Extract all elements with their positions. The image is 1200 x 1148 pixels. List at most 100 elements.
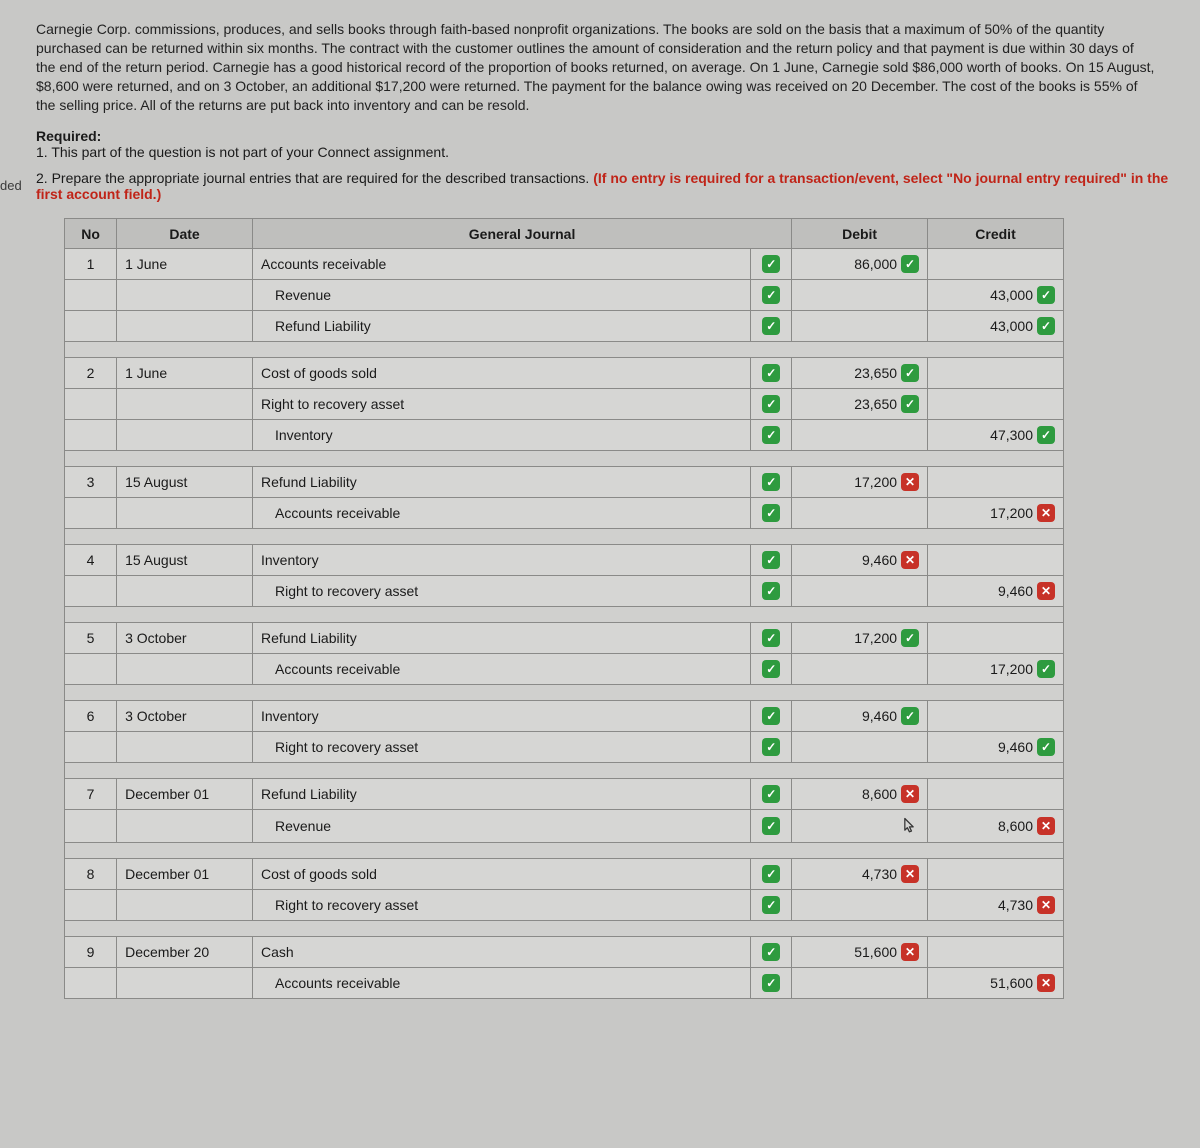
debit-cell[interactable]: 23,650✓ (792, 389, 928, 420)
credit-cell[interactable] (928, 467, 1064, 498)
required-title: Required: (36, 128, 1176, 144)
credit-cell[interactable]: 51,600✕ (928, 968, 1064, 999)
required-line-2: 2. Prepare the appropriate journal entri… (36, 170, 1176, 202)
debit-cell[interactable] (792, 654, 928, 685)
account-cell[interactable]: Inventory (253, 420, 751, 451)
debit-cell[interactable]: 17,200✕ (792, 467, 928, 498)
journal-row: Right to recovery asset✓23,650✓ (65, 389, 1064, 420)
check-icon: ✓ (762, 865, 780, 883)
entry-no (65, 280, 117, 311)
spacer-row (65, 342, 1064, 358)
header-date: Date (117, 219, 253, 249)
debit-cell[interactable] (792, 420, 928, 451)
check-icon: ✓ (762, 364, 780, 382)
debit-cell[interactable]: 17,200✓ (792, 623, 928, 654)
entry-no (65, 890, 117, 921)
account-cell[interactable]: Accounts receivable (253, 498, 751, 529)
account-check: ✓ (751, 389, 792, 420)
debit-cell[interactable] (792, 280, 928, 311)
debit-cell[interactable]: 8,600✕ (792, 779, 928, 810)
credit-cell[interactable]: 4,730✕ (928, 890, 1064, 921)
entry-date (117, 389, 253, 420)
journal-row: 63 OctoberInventory✓9,460✓ (65, 701, 1064, 732)
account-cell[interactable]: Refund Liability (253, 779, 751, 810)
account-cell[interactable]: Cash (253, 937, 751, 968)
entry-no: 7 (65, 779, 117, 810)
credit-cell[interactable] (928, 623, 1064, 654)
credit-amount: 17,200 (990, 661, 1033, 677)
entry-no: 3 (65, 467, 117, 498)
account-cell[interactable]: Inventory (253, 701, 751, 732)
credit-cell[interactable]: 47,300✓ (928, 420, 1064, 451)
credit-cell[interactable]: 9,460✕ (928, 576, 1064, 607)
incorrect-icon: ✕ (901, 943, 919, 961)
account-cell[interactable]: Right to recovery asset (253, 732, 751, 763)
credit-cell[interactable]: 17,200✓ (928, 654, 1064, 685)
credit-amount: 9,460 (998, 583, 1033, 599)
check-icon: ✓ (762, 629, 780, 647)
credit-cell[interactable]: 43,000✓ (928, 311, 1064, 342)
debit-cell[interactable] (792, 311, 928, 342)
debit-cell[interactable] (792, 890, 928, 921)
journal-row: Right to recovery asset ✓9,460✓ (65, 732, 1064, 763)
debit-cell[interactable]: 4,730✕ (792, 859, 928, 890)
general-journal-table: No Date General Journal Debit Credit 11 … (64, 218, 1064, 999)
credit-cell[interactable]: 8,600✕ (928, 810, 1064, 843)
account-cell[interactable]: Refund Liability (253, 467, 751, 498)
debit-cell[interactable] (792, 968, 928, 999)
debit-cell[interactable] (792, 498, 928, 529)
entry-no (65, 810, 117, 843)
entry-date (117, 576, 253, 607)
credit-cell[interactable]: 17,200✕ (928, 498, 1064, 529)
debit-amount: 9,460 (862, 552, 897, 568)
incorrect-icon: ✕ (901, 785, 919, 803)
debit-cell[interactable] (792, 810, 928, 843)
credit-amount: 51,600 (990, 975, 1033, 991)
credit-cell[interactable] (928, 859, 1064, 890)
account-cell[interactable]: Accounts receivable (253, 968, 751, 999)
account-cell[interactable]: Refund Liability (253, 623, 751, 654)
credit-cell[interactable]: 9,460✓ (928, 732, 1064, 763)
account-cell[interactable]: Revenue (253, 280, 751, 311)
debit-cell[interactable]: 86,000✓ (792, 249, 928, 280)
credit-cell[interactable] (928, 701, 1064, 732)
debit-cell[interactable]: 9,460✓ (792, 701, 928, 732)
credit-cell[interactable] (928, 545, 1064, 576)
credit-cell[interactable] (928, 389, 1064, 420)
credit-cell[interactable] (928, 249, 1064, 280)
account-cell[interactable]: Right to recovery asset (253, 890, 751, 921)
entry-date: 15 August (117, 467, 253, 498)
journal-row: 415 AugustInventory✓9,460✕ (65, 545, 1064, 576)
debit-cell[interactable]: 51,600✕ (792, 937, 928, 968)
account-cell[interactable]: Accounts receivable (253, 654, 751, 685)
account-cell[interactable]: Right to recovery asset (253, 576, 751, 607)
journal-row: Accounts receivable✓51,600✕ (65, 968, 1064, 999)
entry-no (65, 576, 117, 607)
entry-date (117, 311, 253, 342)
debit-cell[interactable] (792, 732, 928, 763)
entry-date (117, 890, 253, 921)
account-cell[interactable]: Cost of goods sold (253, 859, 751, 890)
entry-no: 2 (65, 358, 117, 389)
credit-cell[interactable] (928, 358, 1064, 389)
account-cell[interactable]: Cost of goods sold (253, 358, 751, 389)
account-cell[interactable]: Refund Liability (253, 311, 751, 342)
debit-cell[interactable]: 9,460✕ (792, 545, 928, 576)
correct-icon: ✓ (1037, 738, 1055, 756)
credit-cell[interactable] (928, 937, 1064, 968)
account-cell[interactable]: Right to recovery asset (253, 389, 751, 420)
account-cell[interactable]: Revenue (253, 810, 751, 843)
correct-icon: ✓ (901, 255, 919, 273)
journal-row: Revenue✓8,600✕ (65, 810, 1064, 843)
debit-cell[interactable] (792, 576, 928, 607)
account-cell[interactable]: Inventory (253, 545, 751, 576)
debit-cell[interactable]: 23,650✓ (792, 358, 928, 389)
account-check: ✓ (751, 498, 792, 529)
entry-no (65, 968, 117, 999)
check-icon: ✓ (762, 317, 780, 335)
account-cell[interactable]: Accounts receivable (253, 249, 751, 280)
credit-cell[interactable]: 43,000✓ (928, 280, 1064, 311)
account-check: ✓ (751, 654, 792, 685)
credit-cell[interactable] (928, 779, 1064, 810)
spacer-row (65, 451, 1064, 467)
